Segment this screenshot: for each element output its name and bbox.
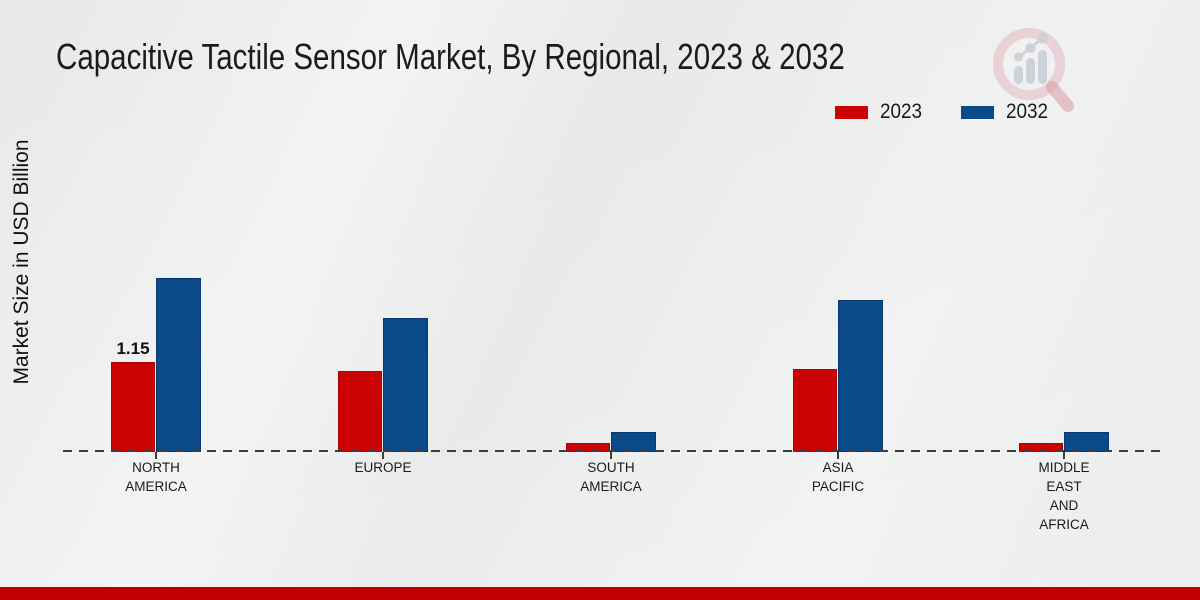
bar-2023-south-america — [566, 443, 610, 452]
legend-label-2023: 2023 — [880, 100, 923, 123]
chart-title: Capacitive Tactile Sensor Market, By Reg… — [56, 36, 845, 77]
market-research-logo-watermark — [993, 28, 1074, 112]
x-axis-tick — [155, 452, 157, 459]
x-axis-tick — [837, 452, 839, 459]
category-label-asia-pacific: ASIA PACIFIC — [811, 460, 865, 494]
bar-chart-glyph-icon — [1014, 32, 1048, 84]
magnifier-circle-icon — [993, 28, 1065, 100]
x-axis-tick — [1063, 452, 1065, 459]
x-axis-dashed-line — [63, 450, 1163, 452]
category-label-south-america: SOUTH AMERICA — [580, 460, 642, 494]
footer-red-bar — [0, 587, 1200, 600]
magnifier-handle-icon — [1046, 81, 1074, 112]
bar-2023-europe — [338, 371, 382, 452]
category-label-middle-east-and-africa: MIDDLE EAST AND AFRICA — [1038, 460, 1090, 532]
bar-value-label: 1.15 — [116, 339, 150, 358]
bar-2032-europe — [383, 318, 428, 452]
bar-2032-north-america — [156, 278, 201, 452]
bar-2023-asia-pacific — [793, 369, 837, 452]
category-label-europe: EUROPE — [354, 460, 412, 475]
legend-label-2032: 2032 — [1005, 100, 1048, 123]
legend: 2023 2032 — [835, 100, 1052, 124]
legend-swatch-2032 — [960, 105, 994, 119]
bar-2023-middle-east-and-africa — [1019, 443, 1063, 452]
bar-2023-north-america — [111, 362, 155, 452]
category-label-north-america: NORTH AMERICA — [125, 460, 187, 494]
x-axis-tick — [610, 452, 612, 459]
legend-item-2023: 2023 — [835, 100, 927, 124]
bar-2032-asia-pacific — [838, 300, 883, 452]
x-axis-tick — [382, 452, 384, 459]
legend-item-2032: 2032 — [960, 100, 1053, 124]
bar-2032-south-america — [611, 432, 656, 452]
legend-swatch-2023 — [835, 105, 868, 119]
bar-2032-middle-east-and-africa — [1064, 432, 1109, 452]
